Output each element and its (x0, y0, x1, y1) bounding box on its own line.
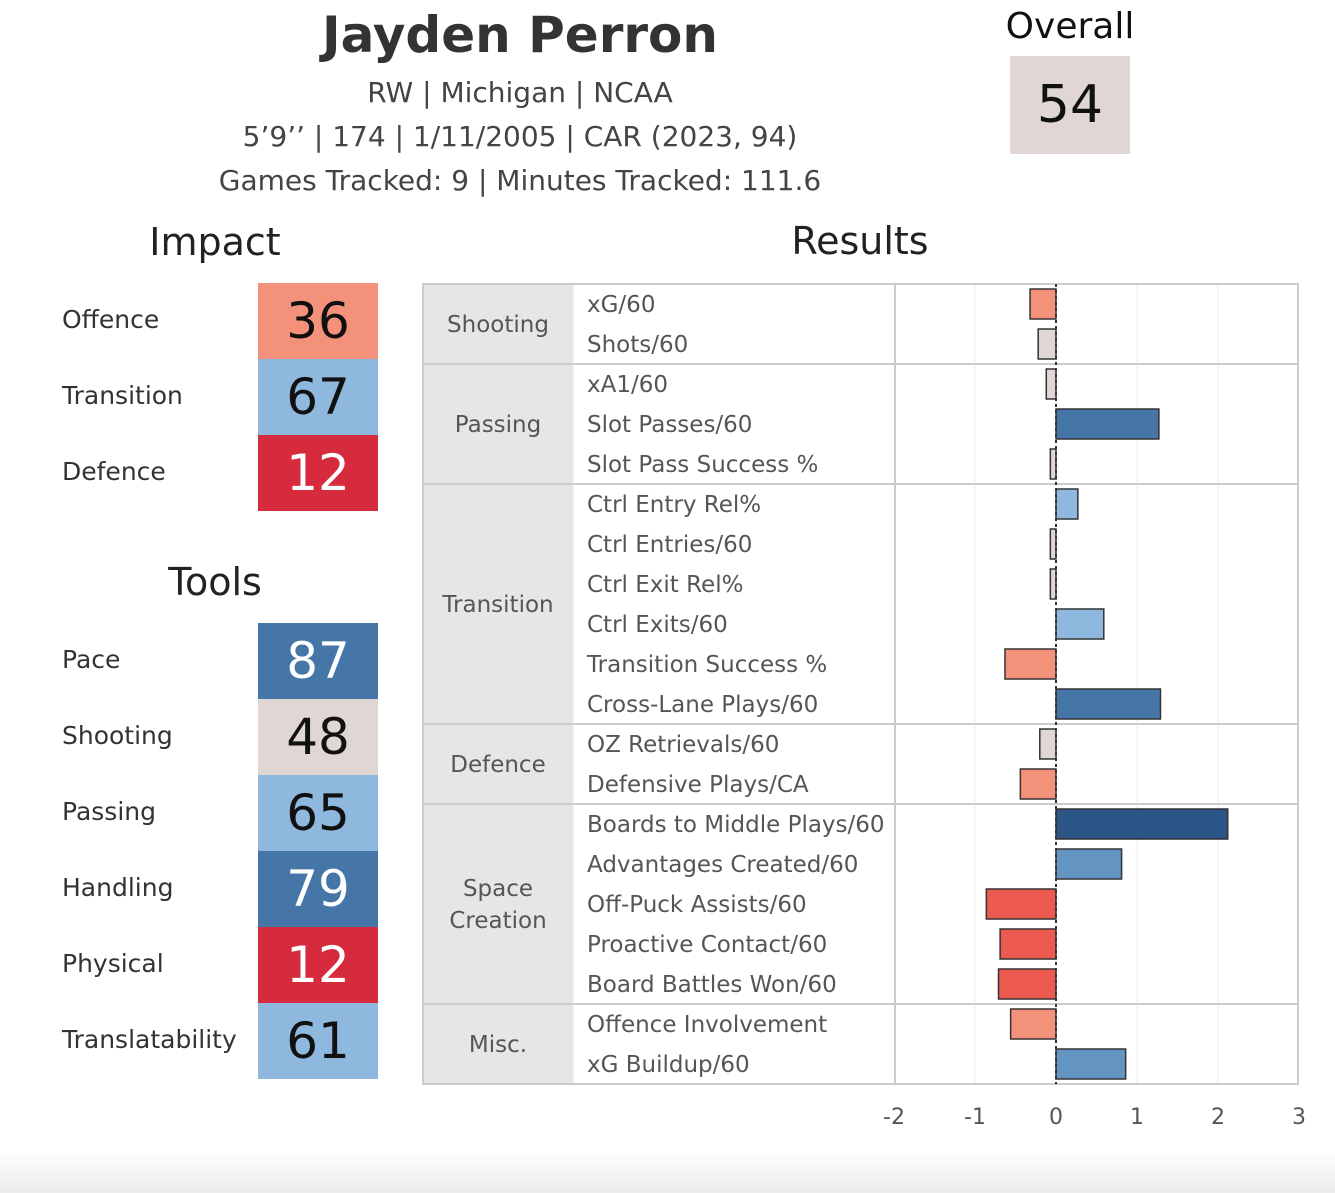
row-label: Offence Involvement (587, 1012, 827, 1038)
category-column-bg (423, 284, 573, 1084)
row-label: Cross-Lane Plays/60 (587, 692, 818, 718)
bar (1055, 408, 1160, 440)
tools-label: Translatability (62, 1025, 237, 1054)
impact-label: Defence (62, 457, 166, 486)
row-label: xG/60 (587, 292, 655, 318)
row-label: Ctrl Entry Rel% (587, 492, 761, 518)
results-title: Results (791, 219, 928, 263)
impact-score: 67 (258, 359, 378, 435)
tools-score: 79 (258, 851, 378, 927)
impact-label: Transition (62, 381, 183, 410)
overall-score: 54 (1010, 56, 1130, 154)
bar (1039, 728, 1057, 760)
tools-score: 48 (258, 699, 378, 775)
tools-title: Tools (168, 560, 262, 604)
tools-score: 12 (258, 927, 378, 1003)
tools-score: 87 (258, 623, 378, 699)
tools-label: Pace (62, 645, 121, 674)
x-tick-label: 2 (1211, 1105, 1225, 1130)
tools-label: Shooting (62, 721, 173, 750)
row-label: Transition Success % (586, 652, 827, 678)
player-position-team: RW | Michigan | NCAA (367, 76, 673, 109)
overall-label: Overall (1005, 6, 1135, 47)
row-label: xG Buildup/60 (587, 1052, 750, 1078)
bar (985, 888, 1057, 920)
bar (1019, 768, 1057, 800)
category-label: Creation (449, 908, 546, 934)
bar (1055, 848, 1123, 880)
impact-score: 36 (258, 283, 378, 359)
x-tick-label: 1 (1130, 1105, 1144, 1130)
x-tick-label: -2 (883, 1105, 905, 1130)
row-label: Advantages Created/60 (587, 852, 858, 878)
impact-title: Impact (149, 220, 281, 264)
category-label: Transition (441, 592, 553, 618)
bar (999, 928, 1057, 960)
category-label: Passing (455, 412, 541, 438)
tracking-summary: Games Tracked: 9 | Minutes Tracked: 111.… (218, 164, 822, 197)
tools-label: Physical (62, 949, 164, 978)
player-bio: 5’9’’ | 174 | 1/11/2005 | CAR (2023, 94) (242, 120, 798, 153)
x-tick-label: 3 (1292, 1105, 1306, 1130)
chart-border (422, 283, 1299, 1085)
bar (1055, 608, 1105, 640)
row-label: Defensive Plays/CA (587, 772, 809, 798)
x-tick-label: -1 (964, 1105, 986, 1130)
row-label: Ctrl Exit Rel% (587, 572, 743, 598)
tools-score: 65 (258, 775, 378, 851)
tools-score: 61 (258, 1003, 378, 1079)
row-label: Shots/60 (587, 332, 688, 358)
row-label: Slot Passes/60 (587, 412, 752, 438)
bar (997, 968, 1057, 1000)
bar (1055, 1048, 1127, 1080)
row-label: Boards to Middle Plays/60 (587, 812, 885, 838)
row-label: xA1/60 (587, 372, 668, 398)
tools-label: Passing (62, 797, 156, 826)
bar (1037, 328, 1057, 360)
bar (1004, 648, 1057, 680)
category-label: Misc. (469, 1032, 527, 1058)
row-label: Board Battles Won/60 (587, 972, 837, 998)
bar (1045, 368, 1057, 400)
tools-label: Handling (62, 873, 174, 902)
category-label: Space (463, 876, 533, 902)
row-label: Ctrl Entries/60 (587, 532, 752, 558)
bottom-fade (0, 1150, 1335, 1193)
x-tick-label: 0 (1049, 1105, 1063, 1130)
bar (1029, 288, 1057, 320)
bar (1055, 488, 1079, 520)
row-label: OZ Retrievals/60 (587, 732, 779, 758)
bar (1055, 688, 1162, 720)
bar (1009, 1008, 1057, 1040)
bar (1055, 808, 1229, 840)
category-label: Shooting (447, 312, 549, 338)
category-label: Defence (450, 752, 545, 778)
impact-score: 12 (258, 435, 378, 511)
row-label: Ctrl Exits/60 (587, 612, 728, 638)
player-name: Jayden Perron (322, 6, 718, 64)
row-label: Slot Pass Success % (587, 452, 818, 478)
row-label: Off-Puck Assists/60 (587, 892, 807, 918)
impact-label: Offence (62, 305, 160, 334)
row-label: Proactive Contact/60 (587, 932, 827, 958)
